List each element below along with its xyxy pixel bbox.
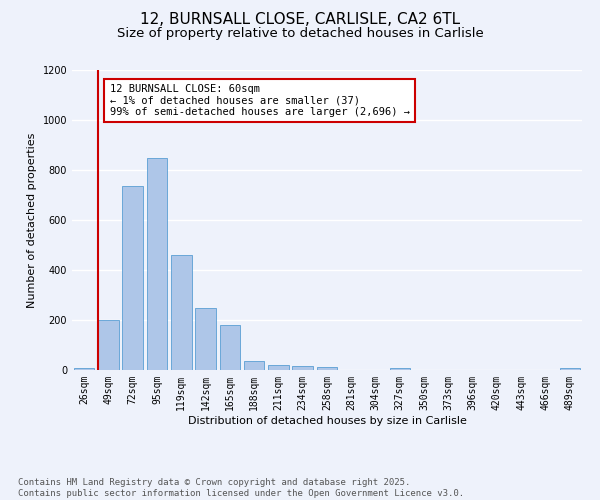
Text: Contains HM Land Registry data © Crown copyright and database right 2025.
Contai: Contains HM Land Registry data © Crown c… [18, 478, 464, 498]
Bar [74, 368, 94, 370]
Text: 12 BURNSALL CLOSE: 60sqm
← 1% of detached houses are smaller (37)
99% of semi-de: 12 BURNSALL CLOSE: 60sqm ← 1% of detache… [110, 84, 410, 117]
Bar [292, 366, 313, 370]
X-axis label: Distribution of detached houses by size in Carlisle: Distribution of detached houses by size … [188, 416, 466, 426]
Bar [171, 255, 191, 370]
Y-axis label: Number of detached properties: Number of detached properties [27, 132, 37, 308]
Bar [244, 361, 265, 370]
Text: Size of property relative to detached houses in Carlisle: Size of property relative to detached ho… [116, 28, 484, 40]
Bar [122, 186, 143, 370]
Text: 12, BURNSALL CLOSE, CARLISLE, CA2 6TL: 12, BURNSALL CLOSE, CARLISLE, CA2 6TL [140, 12, 460, 28]
Bar [146, 158, 167, 370]
Bar [98, 320, 119, 370]
Bar [220, 325, 240, 370]
Bar [268, 365, 289, 370]
Bar [195, 308, 216, 370]
Bar [560, 368, 580, 370]
Bar [317, 367, 337, 370]
Bar [389, 368, 410, 370]
